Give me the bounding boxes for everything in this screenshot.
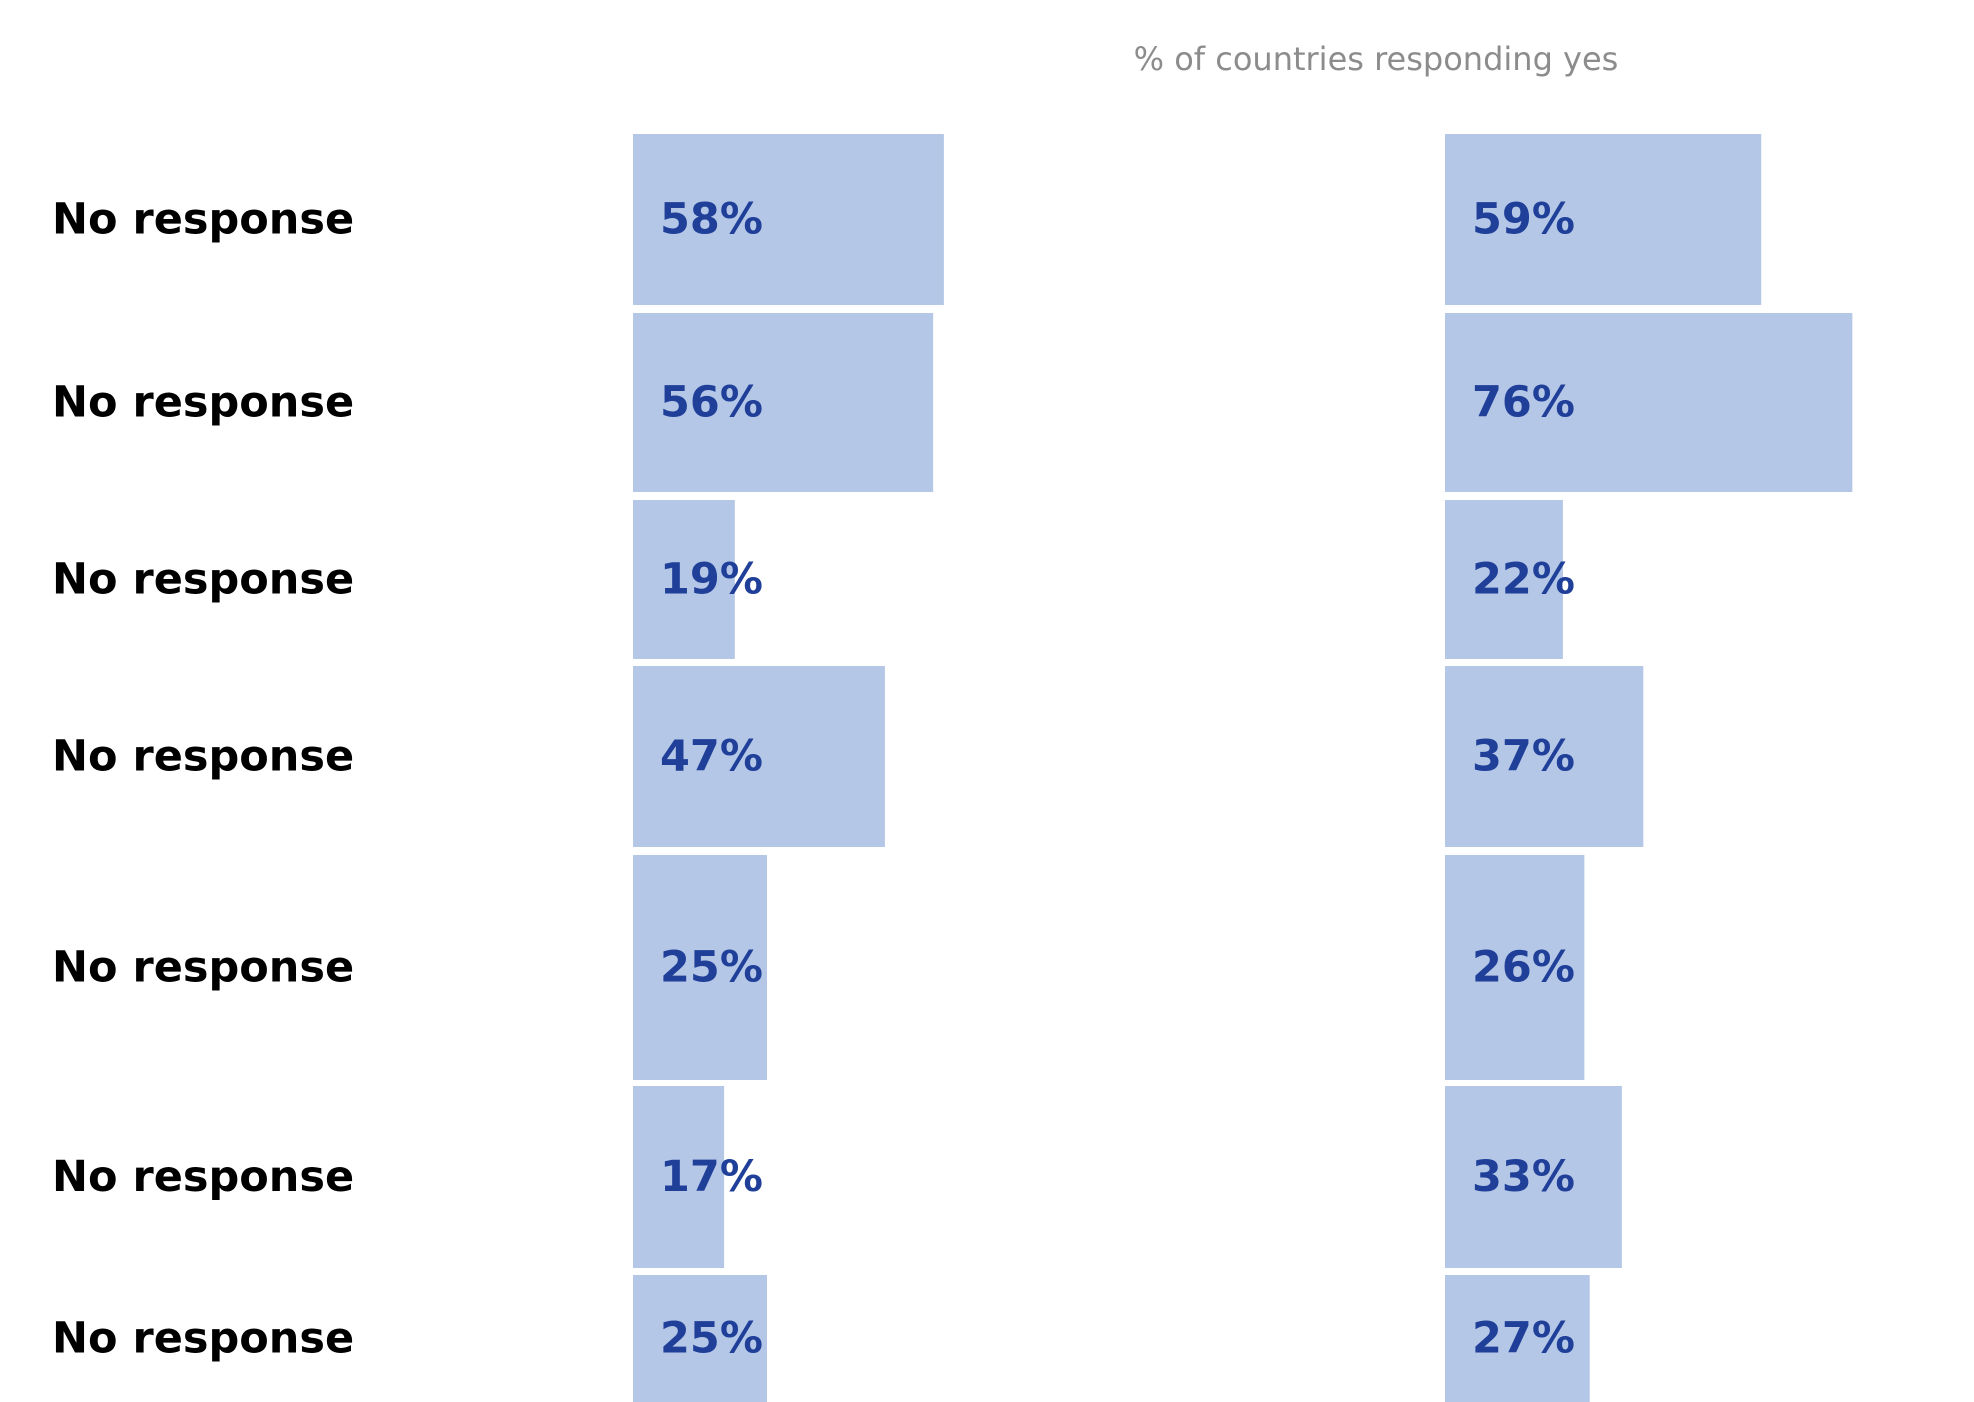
bar-value-label: 47% xyxy=(660,732,763,782)
category-label: No response xyxy=(52,732,354,782)
bar xyxy=(1445,855,1585,1080)
category-label: No response xyxy=(52,555,354,605)
bar xyxy=(1445,1275,1590,1402)
bar xyxy=(633,134,944,305)
bar-value-label: 19% xyxy=(660,555,763,605)
bar xyxy=(633,1086,725,1268)
bar-value-label: 59% xyxy=(1472,195,1575,245)
bar xyxy=(633,1275,767,1402)
bar-value-label: 76% xyxy=(1472,378,1575,428)
bar xyxy=(1445,134,1762,305)
bar-value-label: 17% xyxy=(660,1152,763,1202)
bar-value-label: 58% xyxy=(660,195,763,245)
bar-value-label: 25% xyxy=(660,1314,763,1364)
bar xyxy=(633,666,885,847)
bar xyxy=(1445,666,1644,847)
bar xyxy=(1445,1086,1622,1268)
bar xyxy=(1445,313,1853,492)
bar xyxy=(633,855,767,1080)
bar-value-label: 22% xyxy=(1472,555,1575,605)
bar-value-label: 25% xyxy=(660,943,763,993)
chart-subtitle: % of countries responding yes xyxy=(1134,40,1619,78)
bar-value-label: 37% xyxy=(1472,732,1575,782)
category-label: No response xyxy=(52,195,354,245)
bar-value-label: 56% xyxy=(660,378,763,428)
category-label: No response xyxy=(52,378,354,428)
bar-value-label: 26% xyxy=(1472,943,1575,993)
bar xyxy=(633,313,934,492)
bar-value-label: 33% xyxy=(1472,1152,1575,1202)
chart-rows: No response 58% 59% No response 56% 76% No res… xyxy=(52,134,1853,1402)
bar xyxy=(1445,500,1563,659)
bar-value-label: 27% xyxy=(1472,1314,1575,1364)
bar xyxy=(633,500,735,659)
category-label: No response xyxy=(52,1314,354,1364)
category-label: No response xyxy=(52,1152,354,1202)
category-label: No response xyxy=(52,943,354,993)
